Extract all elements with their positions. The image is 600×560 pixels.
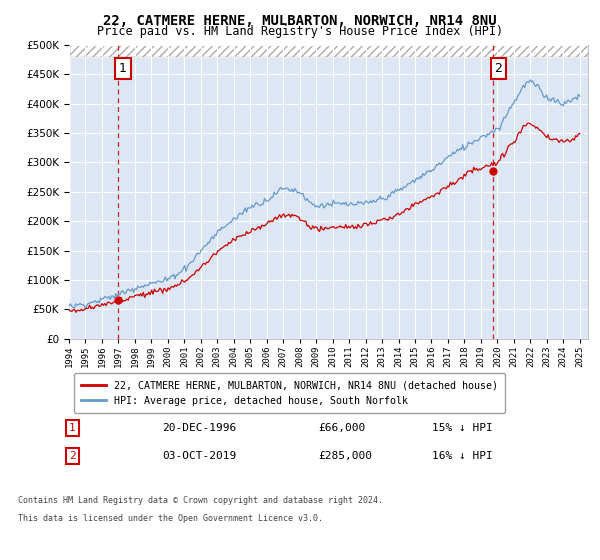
- Text: 2: 2: [69, 451, 76, 461]
- Legend: 22, CATMERE HERNE, MULBARTON, NORWICH, NR14 8NU (detached house), HPI: Average p: 22, CATMERE HERNE, MULBARTON, NORWICH, N…: [74, 373, 505, 413]
- Text: £285,000: £285,000: [318, 451, 372, 461]
- Text: £66,000: £66,000: [318, 423, 365, 433]
- Text: 03-OCT-2019: 03-OCT-2019: [162, 451, 236, 461]
- Text: 2: 2: [494, 62, 502, 75]
- Text: 1: 1: [69, 423, 76, 433]
- Text: 20-DEC-1996: 20-DEC-1996: [162, 423, 236, 433]
- Text: Price paid vs. HM Land Registry's House Price Index (HPI): Price paid vs. HM Land Registry's House …: [97, 25, 503, 38]
- Text: Contains HM Land Registry data © Crown copyright and database right 2024.: Contains HM Land Registry data © Crown c…: [18, 496, 383, 505]
- Text: 1: 1: [119, 62, 127, 75]
- Text: 15% ↓ HPI: 15% ↓ HPI: [432, 423, 493, 433]
- Text: 22, CATMERE HERNE, MULBARTON, NORWICH, NR14 8NU: 22, CATMERE HERNE, MULBARTON, NORWICH, N…: [103, 14, 497, 28]
- Text: 16% ↓ HPI: 16% ↓ HPI: [432, 451, 493, 461]
- Text: This data is licensed under the Open Government Licence v3.0.: This data is licensed under the Open Gov…: [18, 514, 323, 523]
